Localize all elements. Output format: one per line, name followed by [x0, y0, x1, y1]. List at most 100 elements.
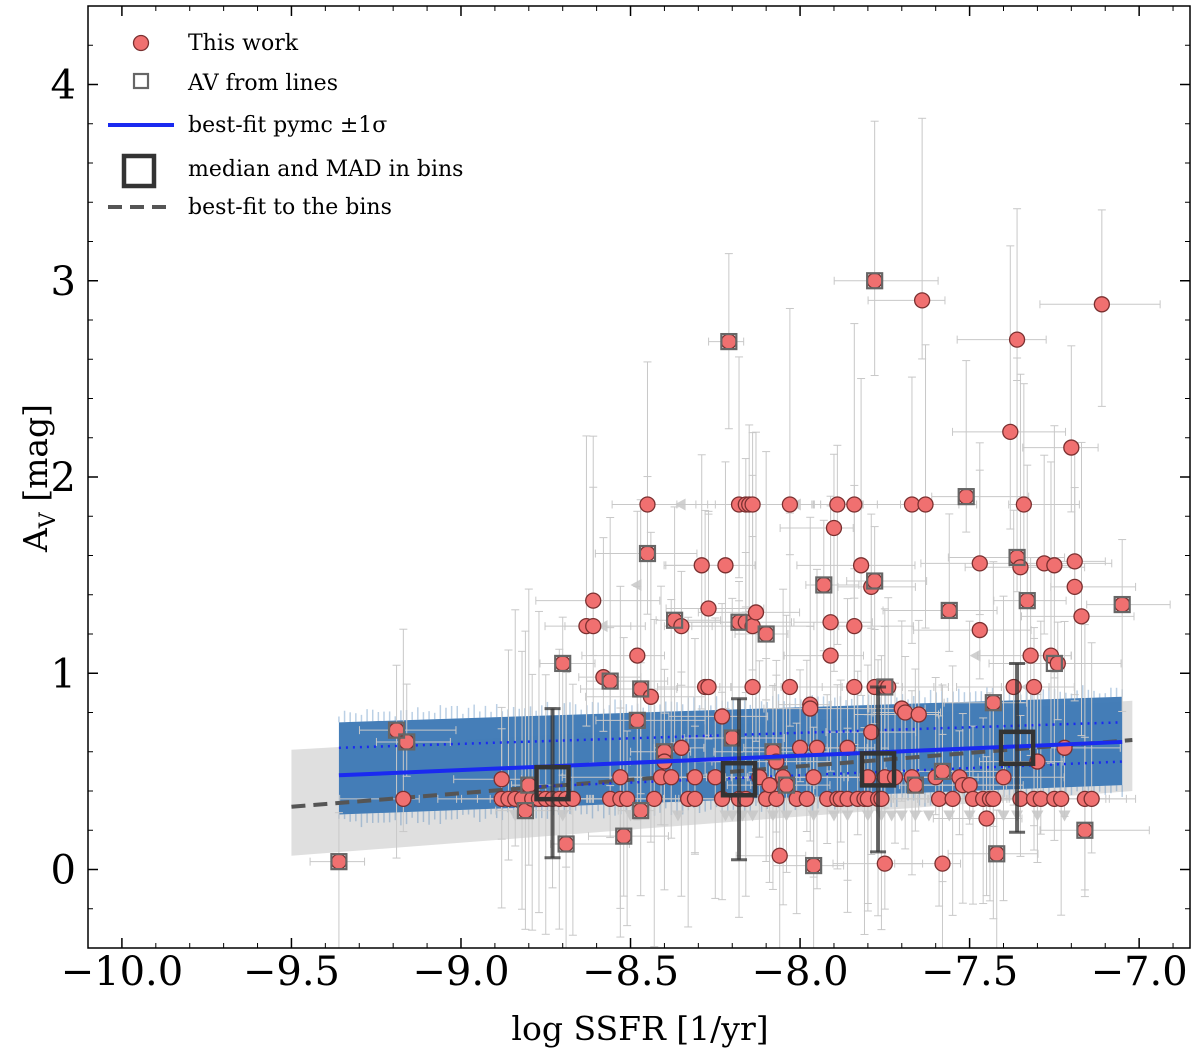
line-av-marker	[398, 733, 416, 751]
data-point	[1002, 423, 1019, 441]
data-point	[585, 592, 602, 609]
data-point	[520, 776, 537, 794]
data-point	[910, 706, 927, 723]
upper-limit-arrow	[766, 810, 779, 822]
line-av-marker	[557, 835, 575, 853]
data-point	[971, 555, 988, 572]
line-av-marker	[940, 601, 958, 620]
data-point	[700, 678, 717, 696]
data-point	[1093, 296, 1110, 313]
data-point	[778, 776, 795, 794]
data-point	[744, 678, 761, 696]
line-av-marker	[666, 611, 684, 629]
legend-label-pymc-fit: best-fit pymc ±1σ	[188, 113, 387, 138]
data-point	[768, 790, 785, 807]
line-av-marker	[757, 625, 775, 643]
line-av-marker	[628, 711, 646, 729]
y-axis-title-text: AV [mag]	[16, 404, 61, 553]
line-av-marker	[615, 827, 633, 845]
line-av-marker	[638, 544, 657, 563]
data-point	[618, 790, 636, 807]
line-av-marker	[1113, 595, 1131, 614]
upper-limit-arrow	[895, 810, 908, 822]
line-av-marker	[330, 853, 348, 871]
data-point	[1066, 553, 1083, 570]
line-av-marker	[764, 743, 782, 761]
data-point	[686, 790, 704, 807]
data-point	[798, 790, 815, 807]
data-point	[846, 618, 863, 635]
line-av-marker	[720, 332, 738, 351]
data-point	[866, 272, 883, 289]
data-point	[903, 496, 921, 513]
data-point	[913, 292, 931, 309]
y-axis-title: AV [mag]	[16, 404, 61, 553]
data-point	[917, 496, 934, 513]
x-tick-label: −8.0	[751, 949, 848, 995]
legend-label-av-lines: AV from lines	[187, 71, 338, 96]
upper-limit-arrow	[997, 810, 1010, 822]
data-point	[557, 835, 575, 853]
data-point	[829, 496, 846, 513]
x-tick-label: −7.0	[1091, 949, 1188, 995]
data-point	[1012, 559, 1029, 576]
line-av-marker	[632, 802, 650, 820]
y-tick-label: 0	[51, 848, 76, 894]
data-point	[988, 845, 1005, 862]
data-point	[330, 853, 348, 870]
line-av-marker	[1045, 654, 1063, 673]
data-point	[686, 769, 704, 786]
upper-limit-arrow	[885, 810, 898, 822]
data-point	[985, 694, 1002, 711]
data-point	[791, 739, 809, 756]
data-point	[707, 769, 724, 786]
data-point	[1049, 655, 1066, 672]
data-point	[639, 545, 656, 562]
y-tick-label: 3	[51, 259, 76, 305]
line-av-marker	[516, 802, 535, 820]
line-av-marker	[988, 845, 1006, 863]
bin-median-marker	[534, 764, 571, 802]
data-point	[1073, 608, 1090, 625]
data-point	[758, 625, 775, 643]
line-av-marker	[730, 613, 748, 631]
x-axis-title: log SSFR [1/yr]	[511, 1009, 768, 1048]
data-point	[629, 712, 646, 729]
data-point	[897, 704, 914, 721]
x-limit-arrow	[630, 578, 642, 591]
bin-median-marker	[859, 751, 897, 788]
upper-limit-arrow	[556, 810, 569, 822]
data-point	[700, 600, 717, 617]
data-point	[1053, 790, 1070, 807]
line-av-marker	[906, 776, 924, 794]
data-point	[822, 614, 839, 631]
data-point	[822, 647, 839, 664]
data-point	[944, 790, 961, 807]
upper-limit-arrow	[1058, 810, 1071, 822]
upper-limit-arrow	[671, 810, 684, 822]
line-av-marker	[815, 576, 833, 594]
data-point	[941, 602, 958, 619]
data-point	[629, 647, 646, 664]
data-point	[995, 769, 1012, 786]
data-point	[720, 333, 738, 350]
data-point	[717, 557, 734, 574]
legend-label-this-work: This work	[188, 31, 299, 56]
data-point	[971, 621, 988, 639]
legend-label-bins-fit: best-fit to the bins	[188, 195, 392, 220]
upper-limit-arrow	[780, 810, 793, 822]
upper-limit-arrow	[861, 810, 874, 822]
bin-median-marker	[998, 729, 1036, 767]
data-point	[805, 857, 822, 874]
line-av-marker	[1018, 592, 1036, 610]
upper-limit-arrow	[827, 810, 840, 822]
data-point	[1025, 678, 1043, 696]
data-point	[802, 700, 819, 717]
x-tick-label: −10.0	[61, 949, 184, 995]
x-limit-arrow	[674, 498, 686, 511]
data-point	[554, 655, 571, 672]
data-point	[615, 827, 632, 845]
data-point	[1019, 592, 1036, 609]
data-point	[1063, 439, 1080, 456]
